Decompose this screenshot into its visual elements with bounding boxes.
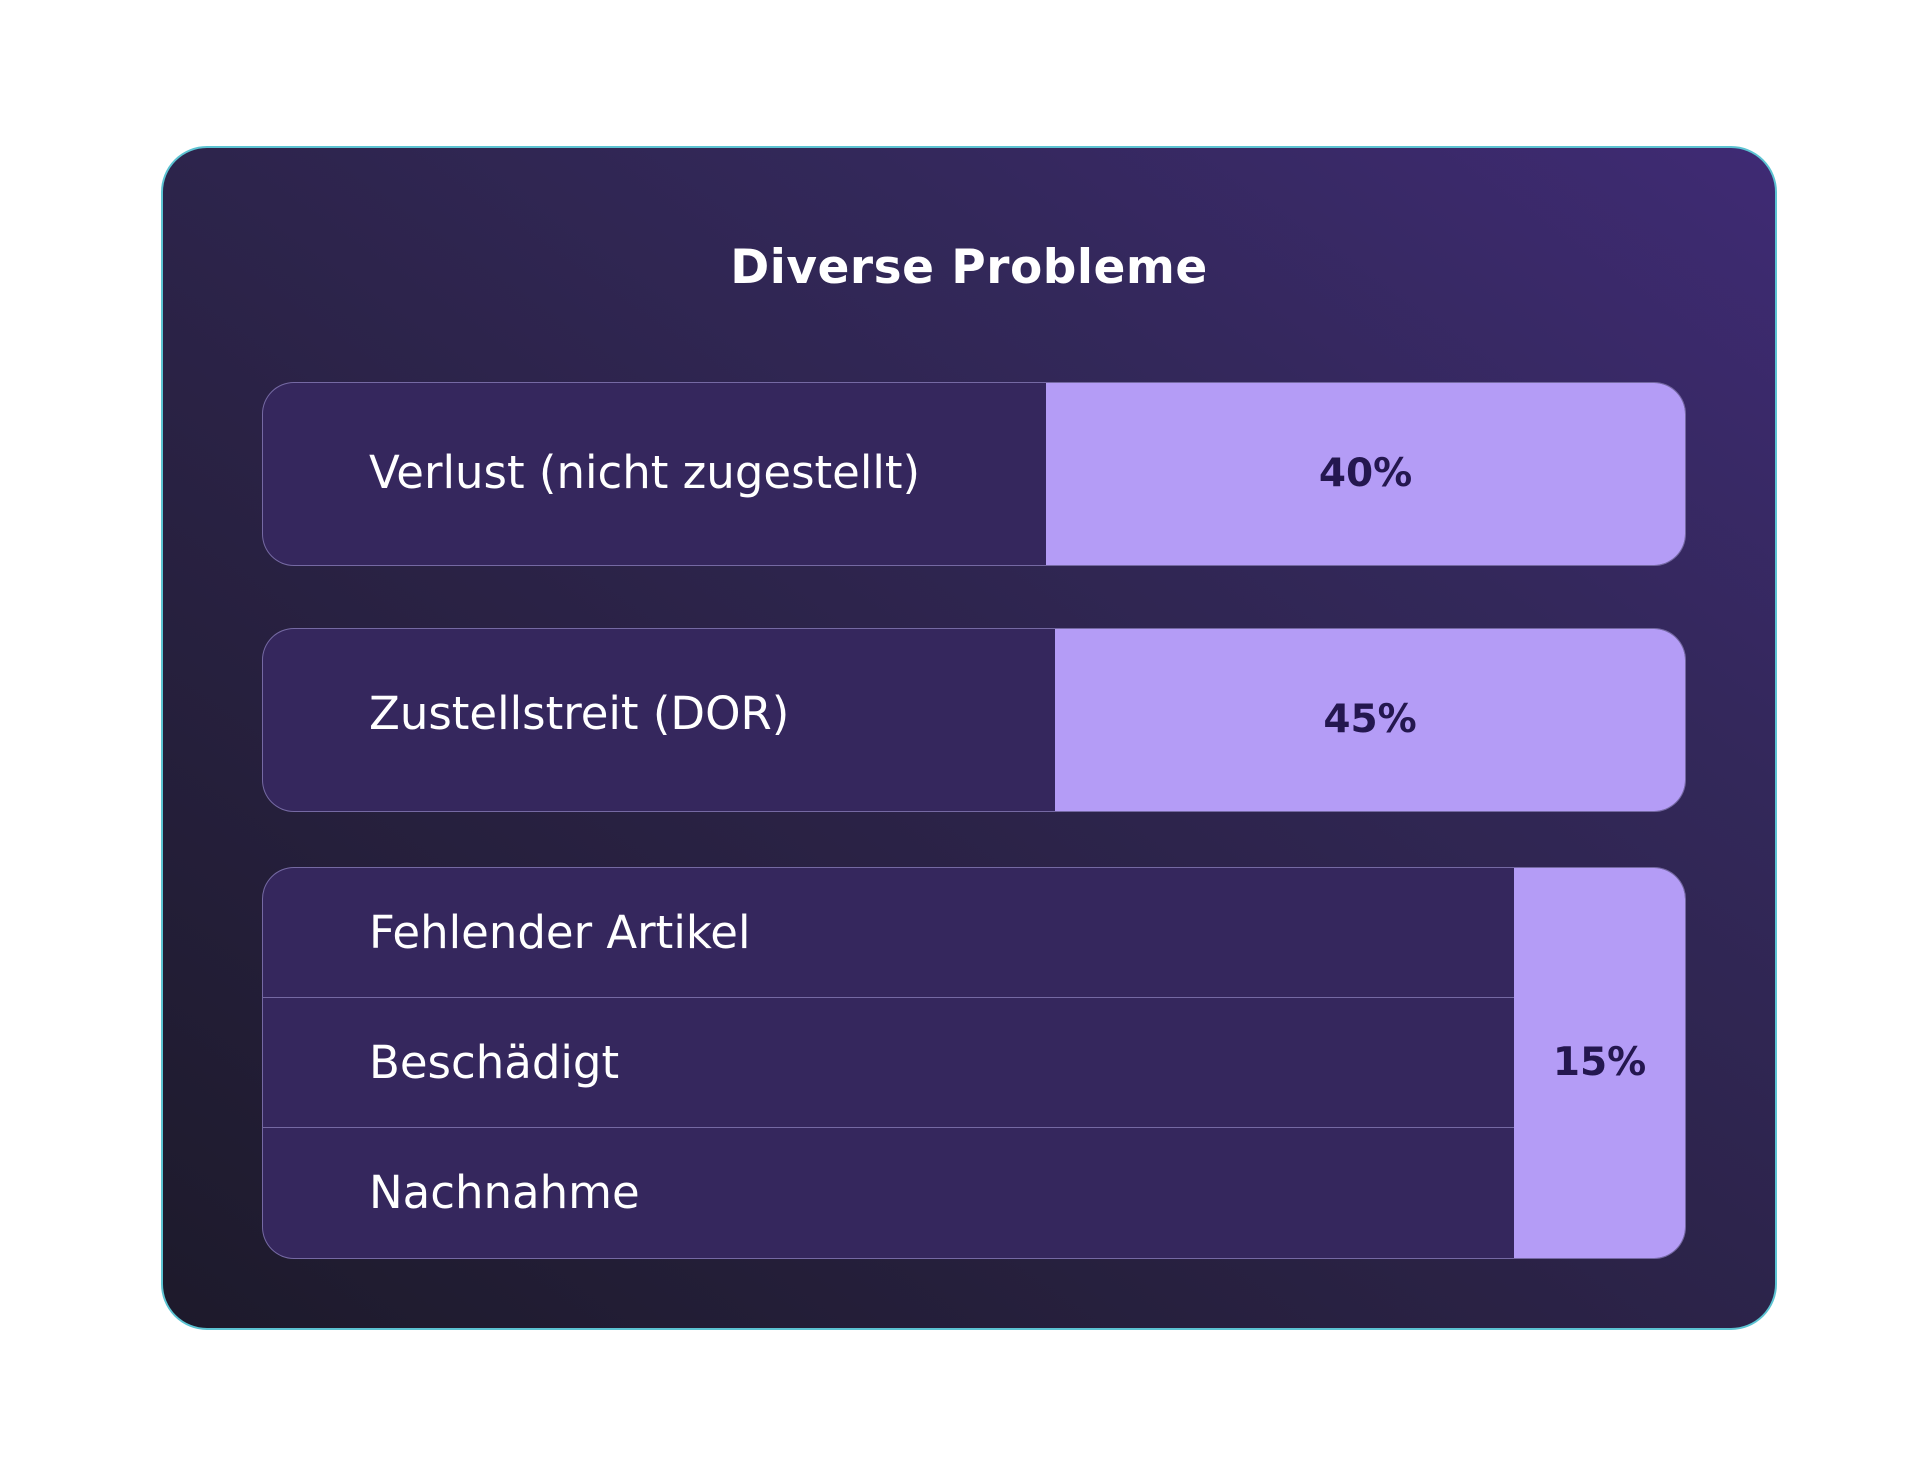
grouped-item: Nachnahme bbox=[263, 1128, 1685, 1258]
bar-fill: 40% bbox=[1046, 383, 1685, 565]
bar-row-zustellstreit: Zustellstreit (DOR) 45% bbox=[262, 628, 1686, 812]
grouped-item: Beschädigt bbox=[263, 998, 1685, 1128]
grouped-item-label: Beschädigt bbox=[369, 1036, 620, 1089]
bar-row-verlust: Verlust (nicht zugestellt) 40% bbox=[262, 382, 1686, 566]
bar-value-label: 45% bbox=[1323, 697, 1417, 742]
bar-value-label: 40% bbox=[1318, 451, 1413, 496]
bar-fill: 15% bbox=[1514, 868, 1685, 1258]
bar-value-label: 15% bbox=[1552, 1040, 1647, 1085]
bar-row-grouped: Fehlender Artikel Beschädigt Nachnahme 1… bbox=[262, 867, 1686, 1259]
grouped-item-label: Fehlender Artikel bbox=[369, 906, 751, 959]
bar-fill: 45% bbox=[1055, 629, 1685, 811]
bar-label: Zustellstreit (DOR) bbox=[369, 687, 790, 740]
grouped-item: Fehlender Artikel bbox=[263, 868, 1685, 998]
bar-label: Verlust (nicht zugestellt) bbox=[369, 446, 921, 499]
grouped-item-label: Nachnahme bbox=[369, 1166, 640, 1219]
chart-card: Diverse Probleme Verlust (nicht zugestel… bbox=[161, 146, 1777, 1330]
chart-title: Diverse Probleme bbox=[730, 240, 1208, 295]
